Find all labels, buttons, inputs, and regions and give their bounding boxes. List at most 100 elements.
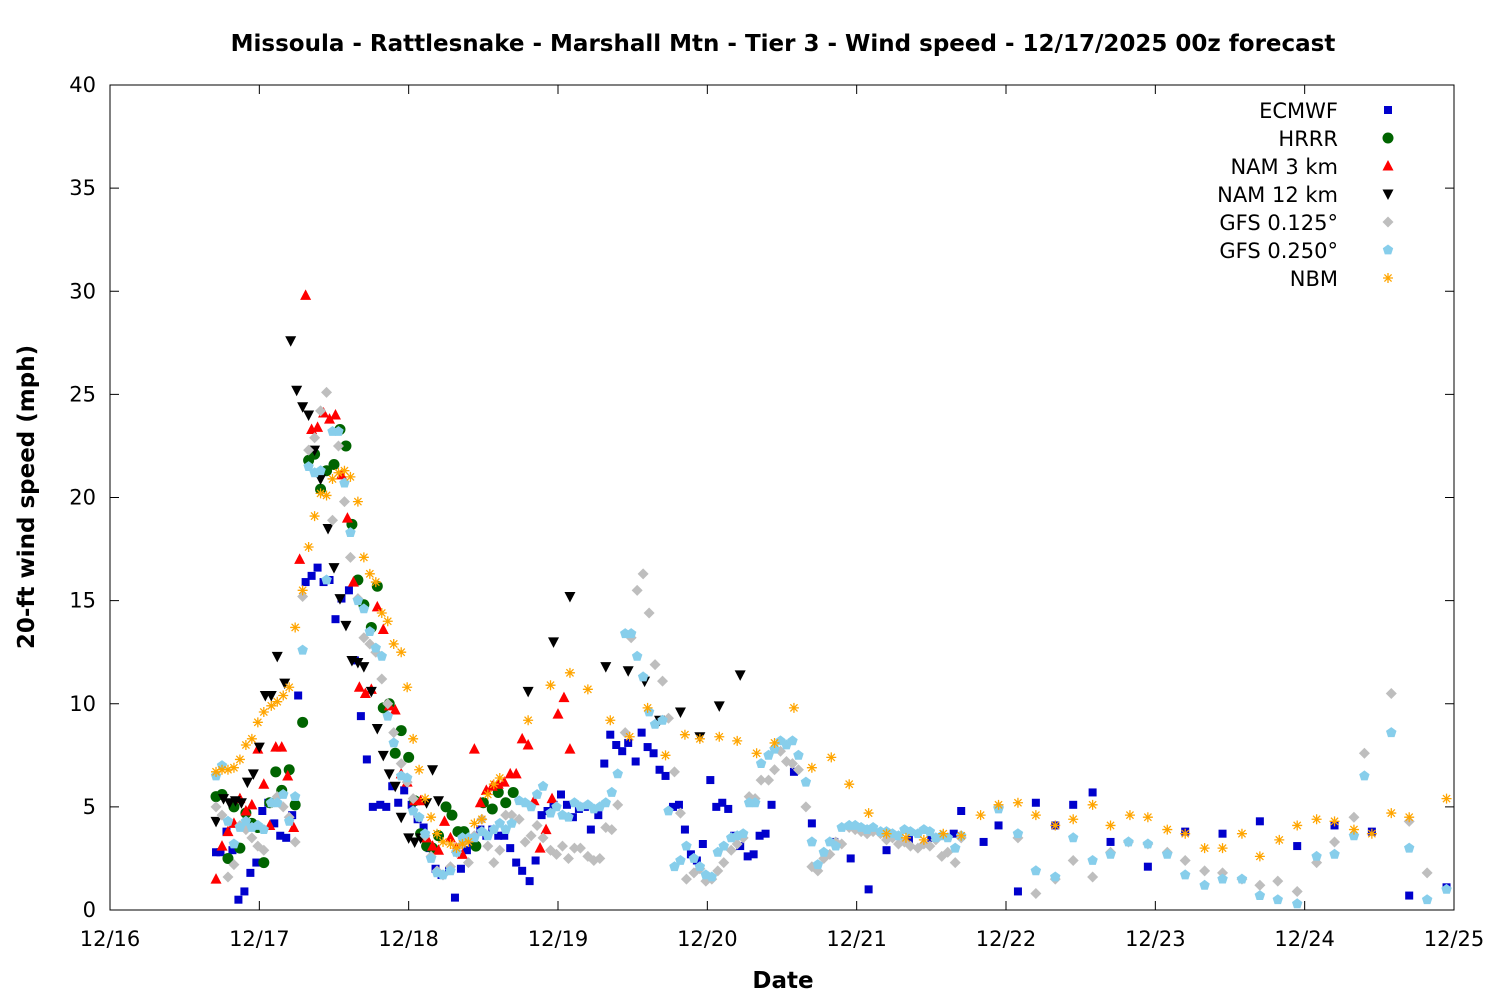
data-point	[1162, 848, 1173, 859]
data-point	[297, 402, 309, 413]
data-point	[1404, 842, 1415, 853]
data-point	[234, 754, 245, 765]
data-point	[1142, 812, 1153, 823]
data-point	[222, 871, 234, 883]
data-point	[755, 831, 764, 840]
data-point	[1030, 810, 1041, 821]
data-point	[631, 584, 643, 596]
data-point	[558, 691, 570, 703]
data-point	[289, 791, 301, 801]
x-axis-label: Date	[752, 968, 813, 994]
data-point	[680, 873, 692, 885]
data-point	[321, 574, 332, 585]
data-point	[297, 716, 309, 728]
data-point	[446, 809, 458, 821]
series-hrrr	[210, 423, 519, 869]
data-point	[210, 873, 222, 884]
data-point	[942, 846, 954, 858]
data-point	[956, 830, 967, 841]
data-point	[433, 844, 445, 855]
data-point	[258, 824, 269, 834]
y-tick-label: 10	[69, 692, 96, 716]
plot-frame	[109, 84, 1455, 911]
data-point	[1218, 829, 1227, 838]
data-point	[545, 680, 556, 691]
legend-label: ECMWF	[1259, 99, 1338, 123]
data-point	[356, 712, 365, 721]
data-point	[792, 764, 804, 776]
data-point	[222, 764, 233, 775]
data-point	[389, 747, 401, 759]
data-point	[340, 620, 352, 632]
data-point	[718, 798, 727, 807]
data-point	[688, 852, 700, 863]
x-tick-label: 12/24	[1274, 927, 1335, 951]
data-point	[506, 817, 517, 828]
data-point	[309, 432, 321, 444]
data-point	[246, 733, 257, 744]
data-point	[552, 708, 564, 719]
data-points	[210, 289, 1452, 909]
data-point	[1405, 891, 1414, 900]
x-tick-label: 12/21	[826, 927, 887, 951]
data-point	[288, 821, 300, 832]
data-point	[339, 465, 350, 476]
data-point	[241, 777, 253, 789]
y-tick-label: 35	[69, 176, 96, 200]
data-point	[763, 774, 775, 786]
data-point	[1088, 788, 1097, 797]
data-point	[270, 766, 282, 778]
data-point	[510, 767, 522, 779]
data-point	[303, 461, 314, 471]
data-point	[284, 682, 295, 693]
data-point	[957, 807, 966, 815]
data-point	[1199, 879, 1210, 890]
data-point	[649, 659, 661, 671]
data-point	[631, 757, 640, 766]
data-point	[1421, 867, 1433, 879]
data-point	[594, 811, 603, 820]
data-point	[289, 836, 301, 848]
data-point	[303, 444, 315, 456]
data-point	[1441, 883, 1452, 894]
data-point	[563, 811, 574, 822]
data-point	[389, 703, 401, 715]
data-point	[818, 846, 829, 857]
data-point	[706, 776, 715, 785]
data-point	[488, 779, 499, 790]
data-point	[606, 824, 618, 836]
data-point	[1087, 799, 1098, 810]
data-point	[216, 840, 228, 851]
data-point	[414, 764, 425, 775]
data-point	[321, 490, 332, 501]
data-point	[313, 563, 322, 572]
data-point	[679, 729, 690, 740]
data-point	[674, 800, 683, 809]
data-point	[500, 797, 512, 809]
data-point	[462, 857, 474, 869]
data-point	[1012, 828, 1024, 839]
data-point	[706, 871, 717, 882]
data-point	[252, 717, 263, 728]
data-point	[258, 778, 270, 789]
data-point	[625, 628, 637, 639]
data-point	[334, 594, 346, 605]
legend-label: NAM 3 km	[1230, 155, 1338, 179]
data-point	[694, 733, 705, 744]
data-point	[1030, 865, 1042, 876]
data-point	[624, 738, 633, 747]
data-point	[1385, 687, 1397, 699]
data-point	[1386, 727, 1397, 738]
data-point	[297, 644, 308, 655]
data-point	[408, 733, 419, 744]
data-point	[582, 684, 593, 695]
data-point	[222, 815, 234, 826]
data-point	[328, 563, 340, 574]
data-point	[307, 571, 316, 580]
data-point	[749, 850, 758, 859]
data-point	[382, 616, 393, 627]
data-point	[377, 750, 389, 762]
x-tick-label: 12/25	[1424, 927, 1485, 951]
data-point	[389, 781, 401, 793]
data-point	[301, 578, 310, 587]
